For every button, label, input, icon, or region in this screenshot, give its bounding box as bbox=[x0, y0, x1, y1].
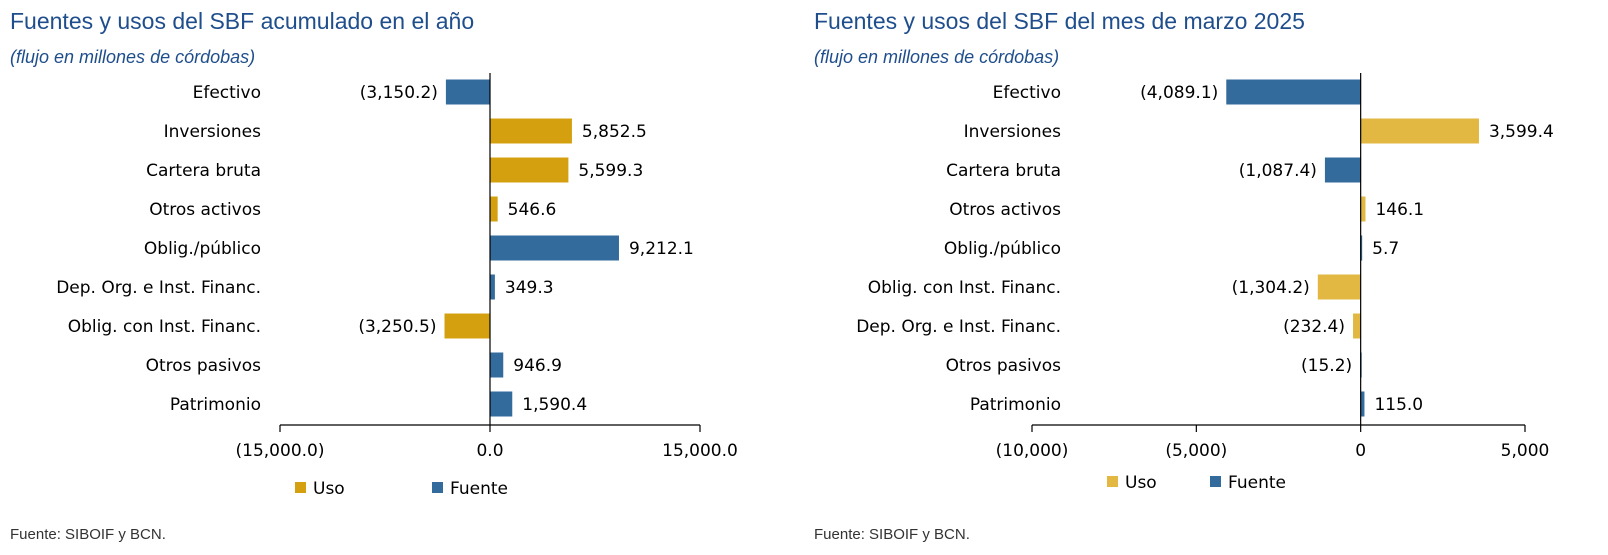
data-label: (3,250.5) bbox=[358, 317, 436, 337]
bar bbox=[490, 274, 495, 300]
data-label: 9,212.1 bbox=[629, 239, 694, 259]
x-tick-label: (15,000.0) bbox=[236, 441, 325, 461]
x-tick-label: 5,000 bbox=[1501, 441, 1550, 461]
legend-label: Fuente bbox=[450, 479, 508, 499]
chart-panel-marzo: Fuentes y usos del SBF del mes de marzo … bbox=[804, 0, 1608, 555]
bar bbox=[490, 196, 498, 222]
bar bbox=[444, 313, 490, 339]
bar bbox=[490, 391, 513, 417]
data-label: 1,590.4 bbox=[522, 395, 587, 415]
bar bbox=[1360, 196, 1366, 222]
category-label: Patrimonio bbox=[970, 395, 1061, 415]
bar bbox=[490, 352, 504, 378]
category-label: Dep. Org. e Inst. Financ. bbox=[56, 278, 261, 298]
category-label: Efectivo bbox=[193, 83, 261, 103]
bar-chart-acumulado: Efectivo (3,150.2) Inversiones 5,852.5 Carte… bbox=[56, 73, 738, 499]
category-label: Otros activos bbox=[149, 200, 261, 220]
bar bbox=[1317, 274, 1361, 300]
category-label: Inversiones bbox=[164, 122, 262, 142]
category-label: Efectivo bbox=[993, 83, 1061, 103]
x-tick-label: 0 bbox=[1355, 441, 1366, 461]
x-tick-label: (5,000) bbox=[1165, 441, 1227, 461]
bar bbox=[490, 157, 569, 183]
category-label: Inversiones bbox=[964, 122, 1062, 142]
chart-subtitle: (flujo en millones de córdobas) bbox=[10, 47, 256, 67]
bar bbox=[490, 235, 619, 261]
category-label: Patrimonio bbox=[170, 395, 261, 415]
bar bbox=[1360, 391, 1365, 417]
x-tick-label: 15,000.0 bbox=[662, 441, 738, 461]
data-label: (1,304.2) bbox=[1232, 278, 1310, 298]
legend-swatch bbox=[432, 482, 443, 493]
chart-subtitle: (flujo en millones de córdobas) bbox=[814, 47, 1060, 67]
data-label: 146.1 bbox=[1375, 200, 1424, 220]
data-label: (232.4) bbox=[1283, 317, 1345, 337]
category-label: Otros pasivos bbox=[146, 356, 262, 376]
bar bbox=[1226, 79, 1361, 105]
data-label: 5,599.3 bbox=[578, 161, 643, 181]
legend-label: Uso bbox=[1125, 473, 1157, 493]
chart-title: Fuentes y usos del SBF del mes de marzo … bbox=[814, 8, 1305, 34]
category-label: Cartera bruta bbox=[146, 161, 261, 181]
data-label: (3,150.2) bbox=[360, 83, 438, 103]
x-tick-label: 0.0 bbox=[476, 441, 503, 461]
legend-swatch bbox=[1210, 476, 1221, 487]
category-label: Oblig./público bbox=[944, 239, 1061, 259]
bar bbox=[1360, 235, 1363, 261]
legend-swatch bbox=[1107, 476, 1118, 487]
category-label: Oblig. con Inst. Financ. bbox=[68, 317, 261, 337]
category-label: Otros pasivos bbox=[946, 356, 1062, 376]
data-label: (15.2) bbox=[1301, 356, 1352, 376]
category-label: Dep. Org. e Inst. Financ. bbox=[856, 317, 1061, 337]
data-label: 5,852.5 bbox=[582, 122, 647, 142]
legend-swatch bbox=[295, 482, 306, 493]
bar-chart-marzo: Efectivo (4,089.1) Inversiones 3,599.4 Carte… bbox=[856, 73, 1554, 493]
chart-source: Fuente: SIBOIF y BCN. bbox=[10, 526, 166, 543]
bar bbox=[490, 118, 572, 144]
bar bbox=[1324, 157, 1361, 183]
chart-title: Fuentes y usos del SBF acumulado en el a… bbox=[10, 8, 475, 34]
data-label: 5.7 bbox=[1372, 239, 1399, 259]
category-label: Oblig./público bbox=[144, 239, 261, 259]
chart-source: Fuente: SIBOIF y BCN. bbox=[814, 526, 970, 543]
data-label: 3,599.4 bbox=[1489, 122, 1554, 142]
legend-label: Fuente bbox=[1228, 473, 1286, 493]
bar bbox=[1353, 313, 1361, 339]
data-label: 349.3 bbox=[505, 278, 554, 298]
data-label: 946.9 bbox=[513, 356, 562, 376]
category-label: Otros activos bbox=[949, 200, 1061, 220]
bar bbox=[1360, 118, 1479, 144]
data-label: 546.6 bbox=[508, 200, 557, 220]
x-tick-label: (10,000) bbox=[996, 441, 1069, 461]
data-label: (1,087.4) bbox=[1239, 161, 1317, 181]
category-label: Oblig. con Inst. Financ. bbox=[868, 278, 1061, 298]
bar bbox=[445, 79, 490, 105]
chart-panel-acumulado: Fuentes y usos del SBF acumulado en el a… bbox=[10, 8, 738, 543]
legend-label: Uso bbox=[313, 479, 345, 499]
category-label: Cartera bruta bbox=[946, 161, 1061, 181]
data-label: (4,089.1) bbox=[1140, 83, 1218, 103]
data-label: 115.0 bbox=[1374, 395, 1423, 415]
